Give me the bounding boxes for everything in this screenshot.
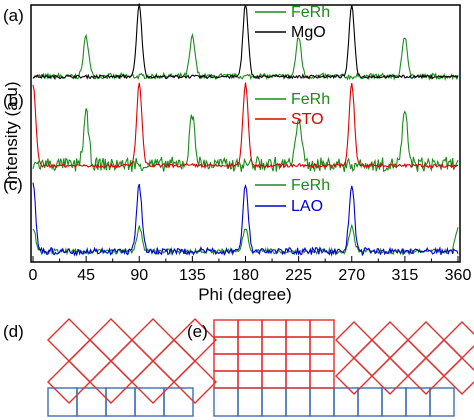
film-cell [261,336,287,355]
film-cell [237,336,263,355]
series-line-sto [32,82,459,169]
substrate-cell [163,387,194,417]
substrate-cell [381,387,407,417]
x-axis-label: Phi (degree) [198,285,292,304]
legend-label-mgo: MgO [291,24,326,41]
substrate-cell [357,387,383,417]
film-cell [261,319,287,338]
substrate-cell [237,387,263,417]
schematic-d: (d) [3,318,217,417]
x-tick-label: 315 [392,267,419,284]
legend-label-lao: LAO [291,198,323,215]
film-cell [47,318,91,362]
film-cell [261,370,287,389]
panel-b: (b) FeRh STO [3,82,459,173]
film-cell [309,336,335,355]
substrate-cell [333,387,359,417]
substrate-cell [213,387,239,417]
film-cell [213,370,239,389]
film-cell [131,360,175,404]
schematic-e: (e) [187,319,474,417]
film-cell [443,321,474,359]
film-cell [237,353,263,372]
film-cell [173,360,217,404]
x-tick-label: 90 [130,267,148,284]
film-cell [389,339,427,377]
film-cell [110,339,154,383]
panel-label: (a) [3,6,24,25]
film-cell [407,321,445,359]
schematics: (d) (e) [3,318,474,417]
film-cell [285,370,311,389]
legend-label-sto: STO [291,111,324,128]
panel-c: (c) FeRh LAO [3,175,459,257]
film-cell [335,321,373,359]
film-cell [89,360,133,404]
substrate-cell [285,387,311,417]
x-tick-label: 135 [179,267,206,284]
film-cell [213,319,239,338]
x-tick-label: 45 [77,267,95,284]
legend-label-ferh: FeRh [291,91,330,108]
panels: (a) FeRh MgO (b) FeRh STO (c) FeRh LAO [3,3,459,257]
legend-label-ferh: FeRh [291,177,330,194]
panel-a: (a) FeRh MgO [3,3,459,81]
y-axis-label: Intensity (a.u) [2,82,21,185]
film-cell [309,370,335,389]
x-tick-label: 180 [232,267,259,284]
film-cell [213,336,239,355]
film-cell [443,357,474,395]
x-tick-label: 0 [29,267,38,284]
film-cell [371,321,409,359]
x-tick-label: 360 [445,267,472,284]
film-cell [285,353,311,372]
plot-frame [30,4,461,263]
x-tick-label: 225 [285,267,312,284]
film-cell [237,319,263,338]
panel-label: (c) [3,175,23,194]
film-cell [152,339,196,383]
film-cell [335,357,373,395]
x-tick-label: 270 [338,267,365,284]
substrate-cell [47,387,78,417]
film-cell [407,357,445,395]
series-line-ferh [32,32,459,81]
substrate-cell [134,387,165,417]
film-cell [353,339,391,377]
series-line-lao [32,182,459,257]
film-cell [131,318,175,362]
film-cell [371,357,409,395]
series-line-mgo [32,3,459,80]
film-cell [237,370,263,389]
series-line-ferh [32,108,459,173]
film-cell [309,353,335,372]
panel-label: (b) [3,91,24,110]
substrate-cell [405,387,431,417]
film-cell [47,360,91,404]
legend-label-ferh: FeRh [291,4,330,21]
film-cell [89,318,133,362]
x-axis: 0 45 90 135 180 225 270 315 360 [29,256,472,284]
substrate-cell [76,387,107,417]
film-cell [261,353,287,372]
substrate-cell [309,387,335,417]
schematic-label: (e) [187,322,208,341]
film-cell [68,339,112,383]
schematic-label: (d) [3,322,24,341]
substrate-cell [429,387,455,417]
film-cell [425,339,463,377]
film-cell [285,336,311,355]
film-cell [309,319,335,338]
substrate-cell [261,387,287,417]
film-cell [285,319,311,338]
film-cell [213,353,239,372]
